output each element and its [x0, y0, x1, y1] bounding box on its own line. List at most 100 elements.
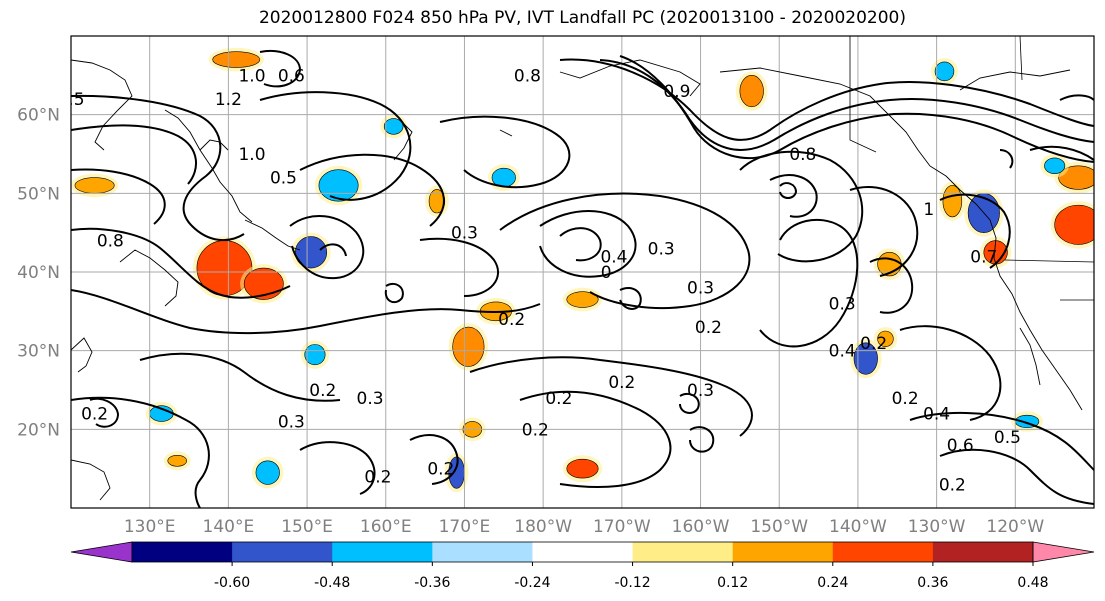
contour-label: 0.4	[829, 342, 856, 362]
contour-label: 0.2	[81, 405, 108, 425]
contour-label: 0.4	[923, 405, 950, 425]
contour-label: 0.2	[860, 334, 887, 354]
contour-label: 0.6	[947, 436, 974, 456]
longitude-label: 120°W	[986, 517, 1044, 537]
contour-lines	[71, 50, 1094, 508]
colorbar-tick-label: 0.12	[717, 575, 748, 591]
pv-blob	[167, 454, 187, 467]
longitude-label: 140°E	[203, 517, 255, 537]
colorbar-tick-label: 0.48	[1017, 575, 1048, 591]
latitude-label: 40°N	[17, 263, 60, 283]
pv-blob	[566, 458, 599, 479]
longitude-label: 180°W	[514, 517, 572, 537]
contour-label: 1.0	[238, 66, 265, 86]
longitude-label: 160°W	[672, 517, 730, 537]
pv-blob	[452, 326, 485, 367]
contour-label: 0.4	[600, 247, 627, 267]
contour-label: 0.8	[514, 66, 541, 86]
colorbar: -0.60 -0.48 -0.36 -0.24 -0.12 0.12 0.24 0.36 0.4…	[70, 541, 1095, 591]
map-border	[70, 35, 1095, 509]
pv-blob	[1044, 157, 1066, 174]
contour-label: 1	[923, 200, 934, 220]
colorbar-swatch	[232, 542, 333, 562]
longitude-label: 170°E	[439, 517, 491, 537]
contour-label: 1.2	[215, 90, 242, 110]
pv-blob	[1058, 165, 1094, 190]
contour-label: 0.2	[695, 318, 722, 338]
contour-label: 0.2	[522, 420, 549, 440]
colorbar-swatch	[132, 542, 233, 562]
colorbar-swatch	[732, 542, 834, 562]
contour-label: 0.6	[278, 66, 305, 86]
pv-blob	[318, 169, 359, 202]
longitude-label: 140°W	[829, 517, 887, 537]
colorbar-tick-label: 0.36	[917, 575, 948, 591]
colorbar-tick-label: -0.36	[414, 575, 450, 591]
colorbar-extend-min	[70, 541, 133, 563]
pv-blob	[212, 51, 261, 68]
contour-label: 0.2	[892, 389, 919, 409]
latitude-label: 20°N	[17, 420, 60, 440]
coastlines	[71, 59, 1083, 501]
pv-blob	[566, 291, 599, 308]
longitude-label: 130°E	[124, 517, 176, 537]
colorbar-tick-label: -0.60	[214, 575, 250, 591]
colorbar-tick-label: 0.24	[817, 575, 848, 591]
contour-label: 0.3	[357, 389, 384, 409]
colorbar-swatch	[332, 542, 433, 562]
pv-blob	[255, 460, 280, 485]
colorbar-tick-label: -0.12	[614, 575, 650, 591]
latitude-label: 30°N	[17, 342, 60, 362]
map-title: 2020012800 F024 850 hPa PV, IVT Landfall…	[258, 8, 906, 28]
pv-blob	[1054, 204, 1094, 245]
contour-label: 0.2	[427, 460, 454, 480]
contour-label: 0.7	[970, 247, 997, 267]
contour-label: 0.2	[498, 310, 525, 330]
colorbar-outline	[131, 541, 1034, 563]
contour-label: 0.2	[545, 389, 572, 409]
pv-blob	[383, 118, 404, 135]
contour-label: 0.8	[97, 232, 124, 252]
contour-label: 0.3	[648, 239, 675, 259]
contour-label: 0.3	[451, 224, 478, 244]
contour-label: 0.3	[278, 412, 305, 432]
colorbar-swatch	[432, 542, 533, 562]
colorbar-extend-max	[1032, 541, 1095, 563]
latitude-label: 50°N	[17, 184, 60, 204]
contour-label: 0.2	[939, 475, 966, 495]
pv-blob	[877, 330, 894, 348]
pv-blob	[942, 185, 963, 218]
contour-label: 0.2	[309, 381, 336, 401]
contour-label: 0.9	[663, 82, 690, 102]
longitude-label: 150°W	[750, 517, 808, 537]
longitude-label: 160°E	[360, 517, 412, 537]
latitude-labels: 60°N 50°N 40°N 30°N 20°N	[17, 106, 60, 441]
colorbar-tick-label: -0.48	[314, 575, 350, 591]
pv-blob	[739, 75, 764, 108]
contour-label: 0.2	[364, 468, 391, 488]
contour-label: 0.5	[994, 428, 1021, 448]
colorbar-swatch	[932, 542, 1034, 562]
contour-label: 0.5	[270, 169, 297, 189]
pv-blob	[304, 344, 326, 366]
pv-blob	[74, 177, 115, 194]
latitude-label: 60°N	[17, 106, 60, 126]
longitude-label: 150°E	[281, 517, 333, 537]
contour-label: 0.2	[608, 373, 635, 393]
contour-label: 0.3	[687, 279, 714, 299]
longitude-label: 170°W	[593, 517, 651, 537]
longitude-label: 130°W	[908, 517, 966, 537]
longitude-labels: 130°E 140°E 150°E 160°E 170°E 180°W 170°W 160°W…	[124, 517, 1045, 537]
contour-label: 0.3	[687, 381, 714, 401]
contour-label: 0.3	[829, 294, 856, 314]
contour-label: 0	[601, 263, 612, 283]
pv-blob	[294, 236, 328, 269]
colorbar-swatch	[632, 542, 734, 562]
colorbar-swatch	[532, 542, 634, 562]
pv-blob	[934, 61, 955, 82]
contour-labels: 0.20.20.20.20.20.20.20.20.20.20.20.20.30…	[57, 66, 1021, 495]
country-borders	[849, 36, 1094, 301]
colorbar-tick-label: -0.24	[514, 575, 550, 591]
contour-label: 0.5	[57, 90, 84, 110]
